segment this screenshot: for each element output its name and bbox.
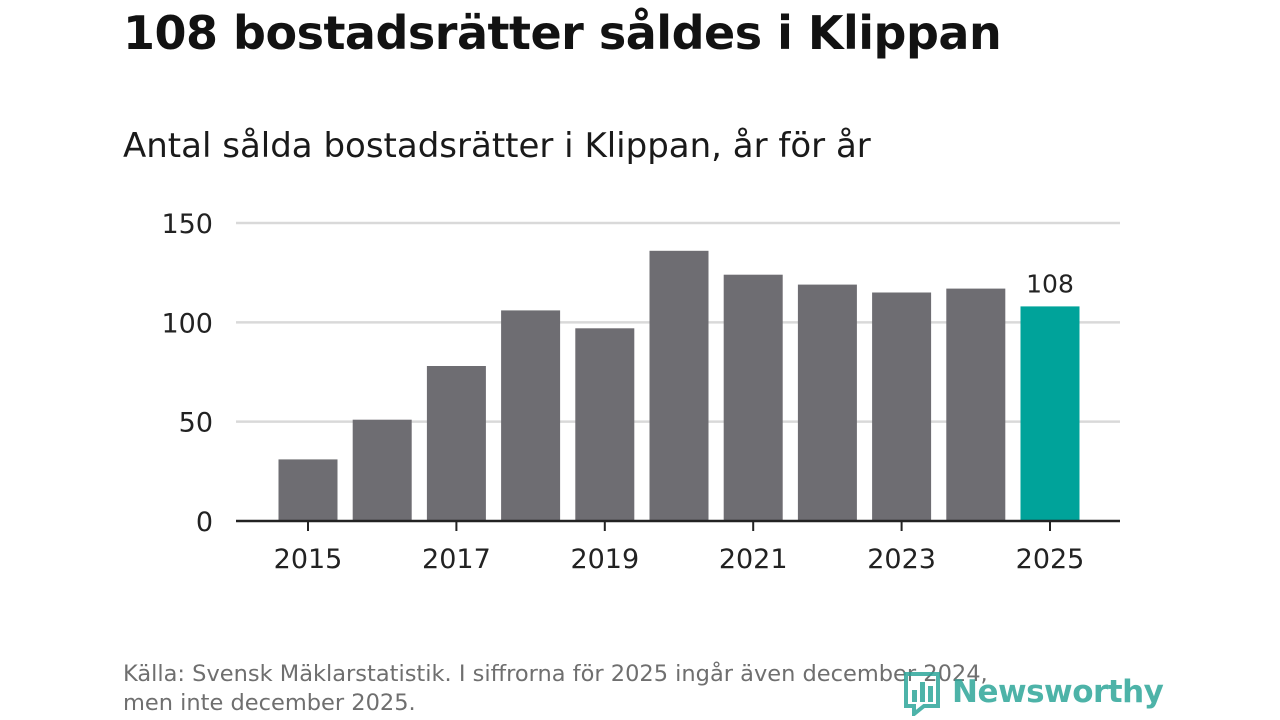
y-tick-label-0: 0: [196, 507, 213, 538]
bar-2015: [278, 459, 338, 521]
bar-2018: [501, 310, 561, 521]
newsworthy-logo: Newsworthy: [900, 668, 1164, 716]
labels: 0 50 100 150 108 2015 2017 2019 2021 2023 2025: [161, 209, 1084, 575]
data-label-2025: 108: [1026, 269, 1074, 298]
bar-2016: [352, 419, 412, 521]
x-tick-label-2023: 2023: [867, 544, 936, 575]
y-tick-label-100: 100: [161, 308, 213, 339]
x-tick-label-2025: 2025: [1016, 544, 1085, 575]
x-tick-label-2021: 2021: [719, 544, 788, 575]
bar-chart-logo-icon: [904, 672, 940, 716]
bar-2022: [797, 284, 857, 521]
logo-text: Newsworthy: [952, 674, 1164, 710]
axes: [236, 519, 1120, 531]
y-tick-label-150: 150: [161, 209, 213, 240]
y-tick-label-50: 50: [179, 408, 213, 439]
bar-2021: [723, 274, 783, 521]
source-note: Källa: Svensk Mäklarstatistik. I siffror…: [123, 660, 1123, 718]
bar-2017: [426, 366, 486, 521]
bar-2024: [946, 288, 1006, 521]
bar-2025: [1020, 306, 1080, 521]
x-tick-label-2017: 2017: [422, 544, 491, 575]
chart-subtitle: Antal sålda bostadsrätter i Klippan, år …: [123, 126, 871, 166]
bars: [278, 250, 1080, 522]
source-line-1: Källa: Svensk Mäklarstatistik. I siffror…: [123, 661, 988, 687]
bar-2023: [872, 292, 932, 521]
bar-2019: [575, 328, 635, 521]
x-tick-label-2019: 2019: [570, 544, 639, 575]
source-line-2: men inte december 2025.: [123, 690, 416, 716]
chart-title: 108 bostadsrätter såldes i Klippan: [123, 6, 1002, 60]
bar-2020: [649, 250, 709, 522]
x-tick-label-2015: 2015: [274, 544, 343, 575]
